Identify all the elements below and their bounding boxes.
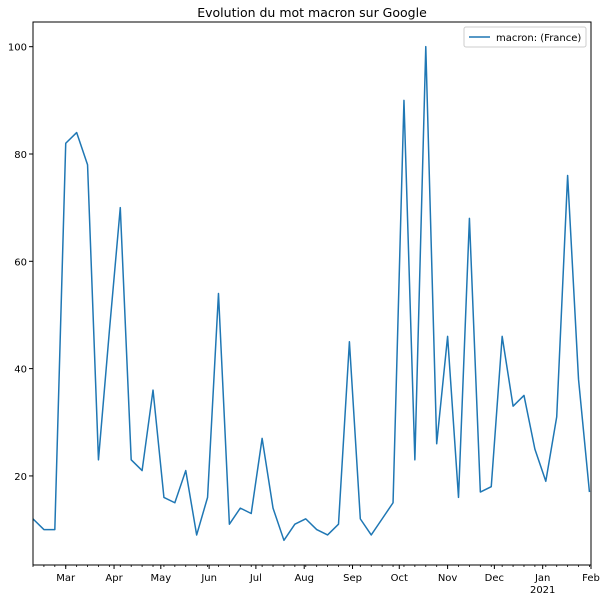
y-tick-label: 60 [14,257,27,268]
x-tick-label: Jun [200,573,217,584]
x-tick-label: Sep [343,573,362,584]
y-tick-label: 20 [14,472,27,483]
x-tick-label: Mar [56,573,76,584]
series-line-macron [32,45,591,542]
legend-label: macron: (France) [496,33,581,44]
y-tick-label: 100 [8,43,27,54]
x-tick-label: Jul [249,573,262,584]
y-tick-label: 40 [14,365,27,376]
x-tick-label: Aug [294,573,314,584]
legend: macron: (France) [463,26,587,48]
x-tick-year-label: 2021 [530,585,555,596]
chart-title: Evolution du mot macron sur Google [197,5,427,20]
x-tick-label: Oct [391,573,408,584]
x-tick-label: Apr [105,573,123,584]
plot-frame [32,21,592,566]
legend-box [463,26,587,48]
x-tick-label: Dec [485,573,504,584]
x-tick-label: Jan [534,573,550,584]
x-tick-label: May [150,573,171,584]
x-tick-label: Feb [582,573,600,584]
x-tick-label: Nov [438,573,458,584]
y-tick-label: 80 [14,150,27,161]
